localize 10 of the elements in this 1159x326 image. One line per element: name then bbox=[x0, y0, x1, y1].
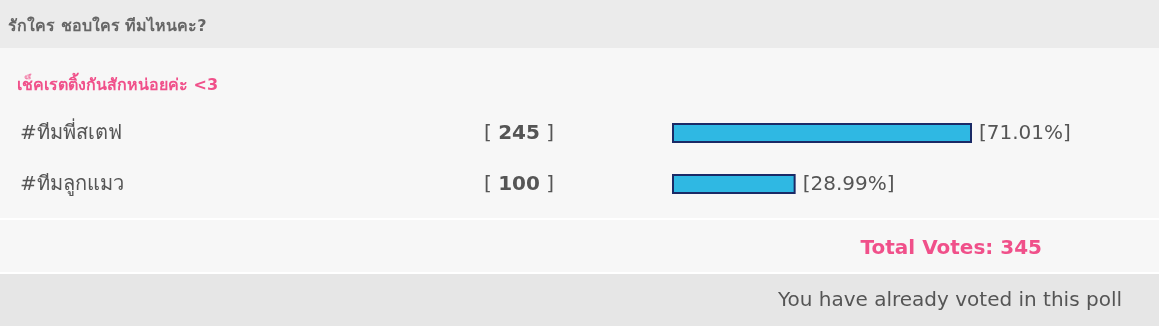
annotation: [28.99%] bbox=[802, 170, 895, 195]
text: รักใคร ชอบใคร ทีมไหนคะ? bbox=[8, 15, 207, 35]
data-label: [ 245 ] bbox=[484, 119, 555, 144]
annotation: [71.01%] bbox=[979, 119, 1071, 144]
y-tick-label: #ทีมลูกแมว bbox=[20, 170, 124, 196]
text: Total Votes: 345 bbox=[860, 234, 1042, 259]
data-label: [ 100 ] bbox=[484, 170, 555, 195]
y-tick-label: #ทีมพี่สเตฟ bbox=[20, 117, 122, 144]
text: You have already voted in this poll bbox=[776, 286, 1122, 311]
text: เช็คเรตติ้งกันสักหน่อยค่ะ <3 bbox=[17, 71, 219, 94]
